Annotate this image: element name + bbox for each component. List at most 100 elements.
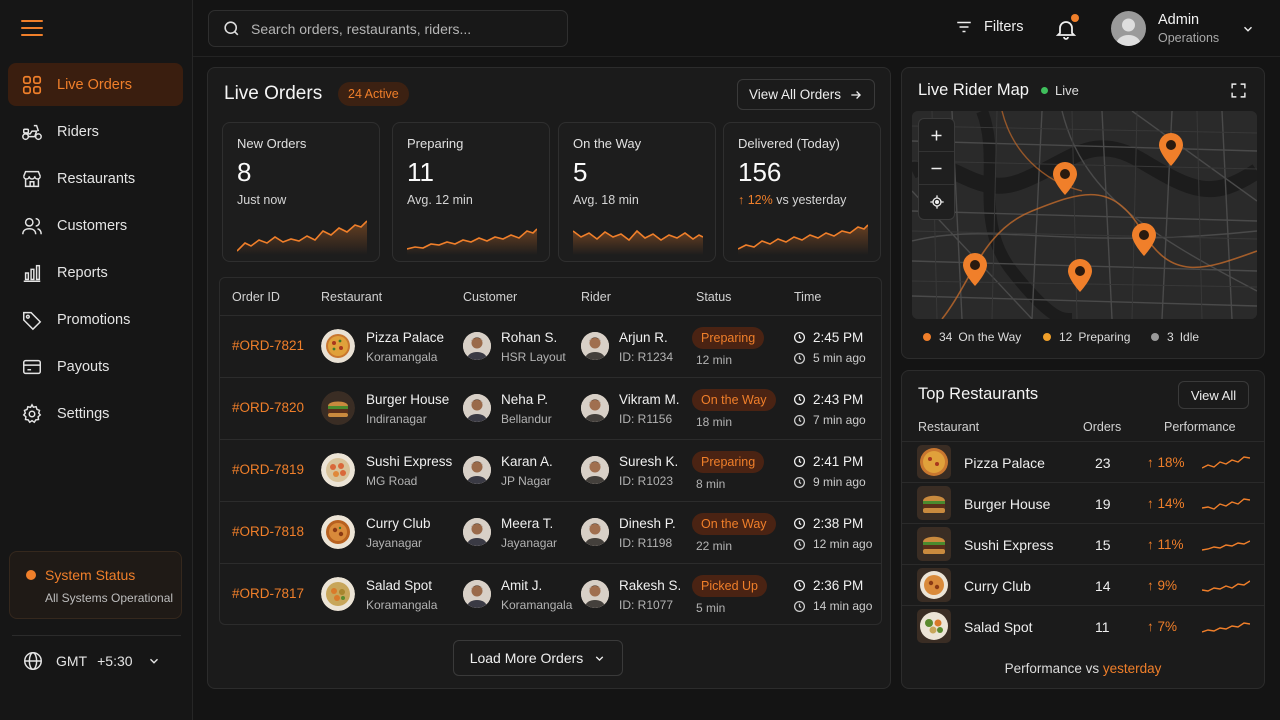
performance-change: ↑ 9% bbox=[1147, 578, 1177, 593]
sparkline bbox=[407, 228, 537, 255]
ago-cell: 5 min ago bbox=[793, 351, 866, 365]
view-all-orders-button[interactable]: View All Orders bbox=[737, 79, 875, 110]
stat-value: 156 bbox=[738, 157, 782, 187]
table-row[interactable]: #ORD-7818 Curry Club Jayanagar Meera T. … bbox=[220, 501, 881, 563]
sidebar-item-payouts[interactable]: Payouts bbox=[8, 345, 183, 388]
sparkline bbox=[1202, 622, 1250, 633]
rider-pin-icon[interactable] bbox=[1052, 162, 1078, 196]
ago-cell: 14 min ago bbox=[793, 599, 872, 613]
zoom-in-button[interactable] bbox=[919, 119, 954, 152]
user-name: Admin bbox=[1158, 12, 1200, 28]
performance-pct: 7% bbox=[1157, 619, 1178, 634]
sidebar-item-live-orders[interactable]: Live Orders bbox=[8, 63, 183, 106]
list-item[interactable]: Sushi Express 15 ↑ 11% bbox=[902, 523, 1264, 564]
rider-id: ID: R1198 bbox=[619, 536, 673, 550]
filters-button[interactable]: Filters bbox=[954, 18, 1023, 36]
load-more-orders-button[interactable]: Load More Orders bbox=[453, 640, 623, 676]
restaurant-area: Jayanagar bbox=[366, 536, 423, 550]
column-header: Rider bbox=[581, 290, 611, 304]
order-id-link[interactable]: #ORD-7817 bbox=[232, 586, 305, 601]
order-id-link[interactable]: #ORD-7818 bbox=[232, 524, 305, 539]
sushi-thumbnail-icon bbox=[917, 527, 951, 561]
list-item[interactable]: Curry Club 14 ↑ 9% bbox=[902, 564, 1264, 605]
rider-map[interactable] bbox=[912, 111, 1257, 319]
sidebar-item-label: Settings bbox=[57, 405, 110, 422]
rider-pin-icon[interactable] bbox=[1158, 133, 1184, 167]
locate-button[interactable] bbox=[919, 185, 954, 218]
performance-pct: 9% bbox=[1157, 578, 1178, 593]
system-status-card: System Status All Systems Operational bbox=[9, 551, 182, 619]
stat-card-delivered: Delivered (Today) 156 ↑ 12% vs yesterday bbox=[723, 122, 881, 262]
hamburger-menu-icon[interactable] bbox=[21, 20, 43, 38]
live-rider-map-panel: Live Rider Map Live bbox=[901, 67, 1265, 359]
rider-id: ID: R1023 bbox=[619, 474, 674, 488]
sidebar-item-restaurants[interactable]: Restaurants bbox=[8, 157, 183, 200]
table-row[interactable]: #ORD-7820 Burger House Indiranagar Neha … bbox=[220, 377, 881, 439]
chevron-down-icon bbox=[1244, 26, 1253, 32]
sidebar-item-riders[interactable]: Riders bbox=[8, 110, 183, 153]
notification-button[interactable] bbox=[1054, 14, 1079, 41]
sidebar-item-promotions[interactable]: Promotions bbox=[8, 298, 183, 341]
live-label: Live bbox=[1055, 83, 1079, 98]
rider-pin-icon[interactable] bbox=[962, 253, 988, 287]
performance-change: ↑ 11% bbox=[1147, 537, 1184, 552]
timezone-selector[interactable]: GMT +5:30 bbox=[22, 650, 161, 672]
rider-name: Rakesh S. bbox=[619, 578, 682, 593]
customer-name: Karan A. bbox=[501, 454, 553, 469]
stat-card-preparing: Preparing 11 Avg. 12 min bbox=[392, 122, 550, 262]
restaurant-area: Koramangala bbox=[366, 350, 438, 364]
table-row[interactable]: #ORD-7819 Sushi Express MG Road Karan A.… bbox=[220, 439, 881, 501]
order-id-link[interactable]: #ORD-7821 bbox=[232, 338, 305, 353]
column-header: Customer bbox=[463, 290, 518, 304]
fullscreen-icon[interactable] bbox=[1230, 82, 1247, 99]
live-orders-panel: Live Orders 24 Active View All Orders Ne… bbox=[207, 67, 891, 689]
column-header: Status bbox=[696, 290, 732, 304]
customer-avatar bbox=[463, 456, 491, 484]
clock-icon bbox=[793, 476, 806, 488]
view-all-restaurants-button[interactable]: View All bbox=[1178, 381, 1249, 409]
curry-thumbnail-icon bbox=[917, 568, 951, 602]
ago-cell: 7 min ago bbox=[793, 413, 866, 427]
notification-badge bbox=[1071, 14, 1079, 22]
sidebar-item-reports[interactable]: Reports bbox=[8, 251, 183, 294]
curry-thumbnail-icon bbox=[321, 515, 355, 549]
performance-footer-highlight: yesterday bbox=[1102, 661, 1162, 676]
list-item[interactable]: Burger House 19 ↑ 14% bbox=[902, 482, 1264, 523]
customer-area: Bellandur bbox=[501, 412, 552, 426]
status-time: 5 min bbox=[696, 601, 726, 615]
order-id-link[interactable]: #ORD-7820 bbox=[232, 400, 305, 415]
user-profile-menu[interactable]: Admin Operations bbox=[1111, 11, 1255, 46]
table-row[interactable]: #ORD-7817 Salad Spot Koramangala Amit J.… bbox=[220, 563, 881, 625]
time-cell: 2:36 PM bbox=[793, 578, 863, 593]
order-count: 11 bbox=[1095, 619, 1110, 635]
sidebar: Live Orders Riders Restaurants Customers… bbox=[0, 0, 193, 720]
rider-avatar bbox=[581, 394, 609, 422]
bell-icon bbox=[1055, 21, 1077, 40]
list-item[interactable]: Salad Spot 11 ↑ 7% bbox=[902, 605, 1264, 646]
customer-name: Neha P. bbox=[501, 392, 549, 407]
order-id-link[interactable]: #ORD-7819 bbox=[232, 462, 305, 477]
bar-chart-icon bbox=[23, 264, 41, 282]
pizza-thumbnail-icon bbox=[917, 445, 951, 479]
order-time: 2:43 PM bbox=[813, 392, 864, 407]
performance-footer-prefix: Performance vs bbox=[1004, 661, 1100, 676]
rider-map-title: Live Rider Map bbox=[918, 81, 1029, 99]
order-ago: 5 min ago bbox=[813, 351, 866, 365]
stat-value: 11 bbox=[407, 157, 434, 187]
restaurant-area: Indiranagar bbox=[366, 412, 427, 426]
sidebar-item-settings[interactable]: Settings bbox=[8, 392, 183, 435]
search-icon bbox=[224, 21, 239, 36]
time-cell: 2:41 PM bbox=[793, 454, 863, 469]
rider-pin-icon[interactable] bbox=[1067, 259, 1093, 293]
list-item[interactable]: Pizza Palace 23 ↑ 18% bbox=[902, 441, 1264, 482]
table-row[interactable]: #ORD-7821 Pizza Palace Koramangala Rohan… bbox=[220, 315, 881, 377]
salad-thumbnail-icon bbox=[917, 609, 951, 643]
search-input[interactable] bbox=[251, 20, 551, 37]
status-badge: Picked Up bbox=[692, 575, 767, 597]
rider-id: ID: R1156 bbox=[619, 412, 673, 426]
sidebar-item-customers[interactable]: Customers bbox=[8, 204, 183, 247]
zoom-out-button[interactable] bbox=[919, 152, 954, 185]
globe-icon bbox=[24, 652, 42, 670]
rider-pin-icon[interactable] bbox=[1131, 223, 1157, 257]
sidebar-item-label: Live Orders bbox=[57, 76, 132, 93]
